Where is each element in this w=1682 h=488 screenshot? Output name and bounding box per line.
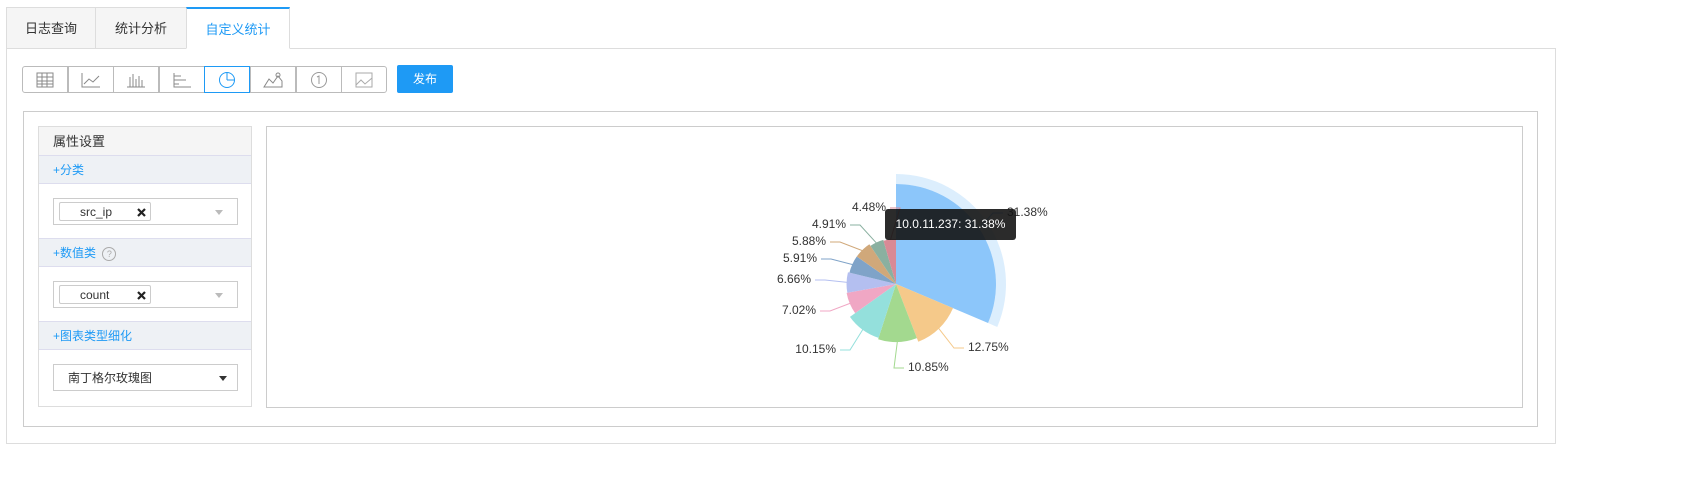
chart-type-button[interactable] xyxy=(113,66,160,93)
rose-slice xyxy=(849,256,896,284)
section-header[interactable]: +数值类 ? xyxy=(39,238,251,267)
chart-type-button[interactable] xyxy=(67,66,114,93)
tab-active[interactable]: 自定义统计 xyxy=(186,7,290,49)
tab[interactable]: 日志查询 xyxy=(6,7,96,49)
select[interactable]: src_ip xyxy=(53,198,238,225)
tooltip-value: 31.38% xyxy=(964,217,1006,231)
data-label: 4.48% xyxy=(852,200,886,214)
dropdown-arrow xyxy=(215,210,223,215)
label-line xyxy=(850,224,878,245)
section-label: +数值类 xyxy=(53,246,97,260)
data-label: 31.38% xyxy=(1007,205,1048,219)
rose-slice xyxy=(846,272,896,293)
tab[interactable]: 统计分析 xyxy=(95,7,187,49)
chart-type-button[interactable] xyxy=(341,66,388,93)
data-label: 10.15% xyxy=(795,342,836,356)
chart-frame: 31.38% 12.75% 10.85% 10.15% 7.02% 6.66% 5.91% 5… xyxy=(266,126,1523,408)
chart-type-button[interactable] xyxy=(250,66,296,93)
data-label: 4.91% xyxy=(812,217,846,231)
data-label: 12.75% xyxy=(968,340,1009,354)
label-line xyxy=(820,302,852,312)
icon xyxy=(310,72,327,88)
label-line xyxy=(830,241,865,252)
icon xyxy=(355,72,373,88)
chart-type-button[interactable] xyxy=(22,66,68,93)
rose-slice xyxy=(870,239,896,284)
rose-slice xyxy=(849,284,896,338)
select-value: 南丁格尔玫瑰图 xyxy=(68,371,153,385)
tooltip: 10.0.11.237: 31.38% xyxy=(885,209,1016,240)
icon xyxy=(127,74,146,88)
icon xyxy=(173,73,191,88)
field-tag: count xyxy=(59,285,151,304)
dropdown-arrow xyxy=(215,293,223,298)
publish-button[interactable]: 发布 xyxy=(397,65,453,93)
label-line xyxy=(840,327,865,351)
section-header[interactable]: +图表类型细化 xyxy=(39,321,251,350)
chart-type-button[interactable] xyxy=(204,66,251,93)
label-line xyxy=(821,258,855,266)
data-label: 5.91% xyxy=(783,251,817,265)
select[interactable]: 南丁格尔玫瑰图 xyxy=(53,364,238,391)
label-line xyxy=(893,339,904,369)
field-name: src_ip xyxy=(80,205,113,219)
chart-type-button[interactable] xyxy=(158,66,205,93)
content-panel xyxy=(6,48,1556,444)
remove-icon[interactable] xyxy=(137,291,146,300)
help-icon[interactable]: ? xyxy=(102,247,117,261)
icon xyxy=(36,72,54,88)
remove-icon[interactable] xyxy=(137,208,146,217)
field-name: count xyxy=(80,288,110,302)
sidebar-title: 属性设置 xyxy=(39,127,251,156)
workspace xyxy=(23,111,1538,427)
section-header[interactable]: +分类 xyxy=(39,155,251,184)
icon xyxy=(219,72,236,88)
sidebar xyxy=(38,126,252,407)
rose-slice xyxy=(856,244,896,284)
chart-type-button[interactable] xyxy=(295,66,342,93)
dropdown-arrow xyxy=(219,376,227,381)
field-tag: src_ip xyxy=(59,202,151,221)
label-line xyxy=(815,279,849,284)
data-label: 6.66% xyxy=(777,272,811,286)
data-label: 10.85% xyxy=(908,360,949,374)
label-line xyxy=(937,326,964,349)
rose-slice xyxy=(878,284,917,343)
rose-slice xyxy=(846,284,896,314)
chart: 31.38% 12.75% 10.85% 10.15% 7.02% 6.66% 5.91% 5… xyxy=(777,174,1048,374)
data-label: 5.88% xyxy=(792,234,826,248)
tooltip-category: 10.0.11.237 xyxy=(895,217,959,231)
rose-slice xyxy=(896,284,953,342)
data-label: 7.02% xyxy=(782,303,816,317)
rose-slice xyxy=(883,239,896,284)
icon xyxy=(81,73,100,88)
select[interactable]: count xyxy=(53,281,238,308)
icon xyxy=(263,72,283,88)
